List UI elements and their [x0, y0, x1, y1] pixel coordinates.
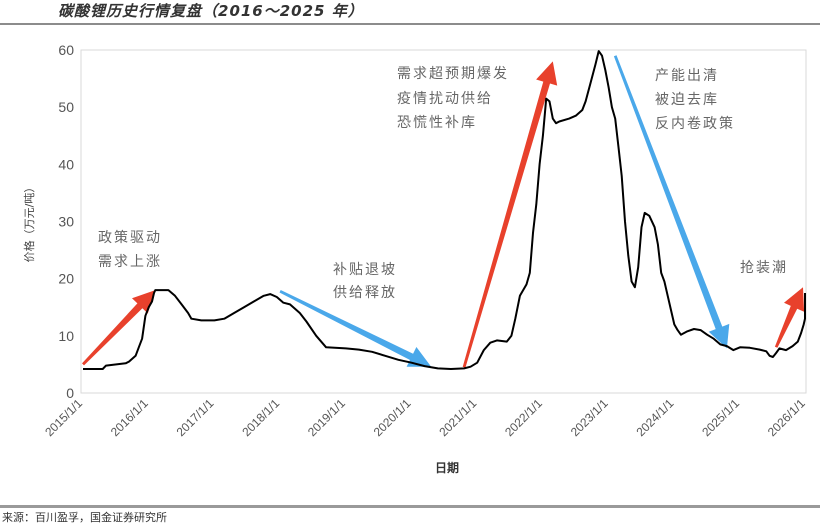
- annotation-text: 抢装潮: [740, 259, 788, 276]
- annotation-installation-rush: 抢装潮: [740, 259, 788, 276]
- x-tick-label: 2017/1/1: [174, 396, 217, 439]
- footer-divider: [0, 505, 820, 508]
- chart-title: 碳酸锂历史行情复盘（2016～2025 年）: [58, 2, 364, 20]
- x-axis-label: 日期: [435, 460, 459, 475]
- annotation-text: 供给释放: [333, 285, 397, 301]
- x-tick-label: 2021/1/1: [436, 396, 479, 439]
- x-tick-label: 2019/1/1: [305, 396, 348, 439]
- y-tick-label: 10: [58, 328, 74, 344]
- y-axis-label: 价格（万元/吨）: [22, 182, 36, 263]
- annotation-text: 被迫去库: [655, 92, 719, 108]
- red-up-arrow-icon: [774, 287, 805, 348]
- x-tick-label: 2018/1/1: [239, 396, 282, 439]
- x-tick-label: 2025/1/1: [699, 396, 742, 439]
- annotation-text: 产能出清: [655, 68, 719, 84]
- annotation-text: 需求上涨: [98, 254, 162, 270]
- price-line: [83, 50, 806, 370]
- x-tick-label: 2023/1/1: [568, 396, 611, 439]
- x-tick-label: 2020/1/1: [371, 396, 414, 439]
- annotation-text: 反内卷政策: [655, 115, 735, 132]
- red-up-arrow-icon: [462, 61, 558, 368]
- annotation-text: 政策驱动: [98, 229, 162, 246]
- y-tick-label: 40: [58, 156, 74, 172]
- trend-arrows: [82, 55, 805, 368]
- x-tick-label: 2022/1/1: [502, 396, 545, 439]
- x-axis-ticks: 2015/1/1 2016/1/1 2017/1/1 2018/1/1 2019/1/1…: [42, 396, 808, 439]
- x-tick-label: 2015/1/1: [42, 396, 85, 439]
- annotation-capacity-clearing: 产能出清 被迫去库 反内卷政策: [655, 68, 735, 132]
- annotation-demand-boom: 需求超预期爆发 疫情扰动供给 恐慌性补库: [397, 66, 509, 131]
- annotation-text: 恐慌性补库: [397, 115, 477, 131]
- y-tick-label: 50: [58, 99, 74, 115]
- y-tick-label: 60: [58, 42, 74, 58]
- red-up-arrow-icon: [82, 290, 156, 366]
- annotation-policy-driven: 政策驱动 需求上涨: [98, 229, 162, 270]
- blue-down-arrow-icon: [613, 55, 730, 349]
- annotation-text: 疫情扰动供给: [397, 91, 493, 107]
- plot-area: [80, 49, 807, 394]
- annotation-subsidy-cut: 补贴退坡 供给释放: [333, 262, 397, 301]
- x-tick-label: 2016/1/1: [108, 396, 151, 439]
- blue-down-arrow-icon: [279, 290, 432, 367]
- y-tick-label: 0: [66, 385, 74, 401]
- y-axis-ticks: 0 10 20 30 40 50 60: [58, 42, 74, 401]
- y-tick-label: 20: [58, 271, 74, 287]
- y-tick-label: 30: [58, 214, 74, 230]
- title-divider: [0, 23, 820, 25]
- annotation-text: 补贴退坡: [333, 262, 397, 278]
- x-tick-label: 2026/1/1: [765, 396, 808, 439]
- source-note: 来源：百川盈孚，国金证券研究所: [2, 511, 167, 524]
- annotation-text: 需求超预期爆发: [397, 66, 509, 82]
- x-tick-label: 2024/1/1: [633, 396, 676, 439]
